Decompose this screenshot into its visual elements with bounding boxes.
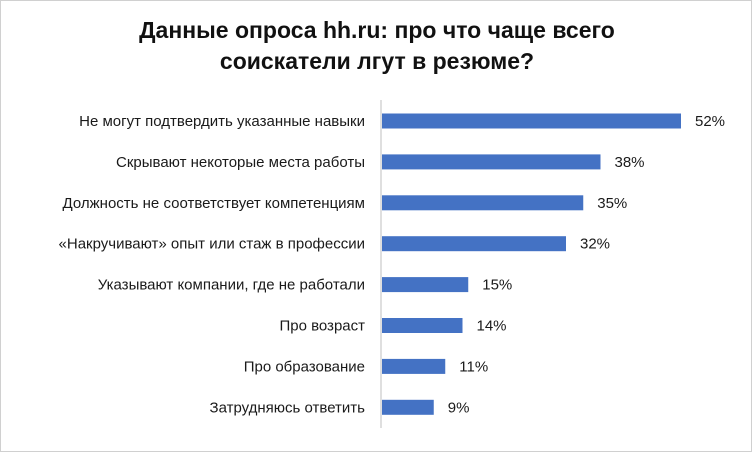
category-label: Про возраст	[279, 318, 365, 335]
bar	[382, 195, 584, 211]
bar-row: Про возраст 14%	[279, 318, 506, 335]
bar	[382, 154, 601, 170]
bar-row: Про образование 11%	[244, 358, 488, 375]
category-label: Про образование	[244, 358, 365, 375]
bar-row: Затрудняюсь ответить 9%	[210, 399, 470, 416]
value-label: 15%	[482, 277, 512, 294]
bar-row: «Накручивают» опыт или стаж в профессии 3…	[59, 236, 611, 253]
category-label: Указывают компании, где не работали	[98, 277, 365, 294]
chart-title-line-1: Данные опроса hh.ru: про что чаще всего	[139, 17, 615, 43]
value-label: 38%	[615, 154, 645, 171]
bar	[382, 236, 566, 252]
value-label: 32%	[580, 236, 610, 253]
category-label: Должность не соответствует компетенциям	[63, 195, 365, 212]
value-label: 35%	[597, 195, 627, 212]
value-label: 52%	[695, 113, 725, 130]
value-label: 11%	[459, 358, 488, 375]
category-label: Скрывают некоторые места работы	[116, 154, 365, 171]
value-label: 14%	[477, 318, 507, 335]
value-label: 9%	[448, 399, 470, 416]
bar-row: Скрывают некоторые места работы 38%	[116, 154, 645, 171]
category-label: Затрудняюсь ответить	[210, 399, 366, 416]
bar	[382, 318, 463, 333]
chart-title-line-2: соискатели лгут в резюме?	[219, 48, 535, 74]
bar-row: Не могут подтвердить указанные навыки 52%	[79, 113, 725, 130]
bar-row: Должность не соответствует компетенциям 3…	[63, 195, 628, 212]
bar-row: Указывают компании, где не работали 15%	[98, 277, 513, 294]
category-label: Не могут подтвердить указанные навыки	[79, 113, 365, 130]
category-label: «Накручивают» опыт или стаж в профессии	[59, 236, 365, 253]
chart-title: Данные опроса hh.ru: про что чаще всего …	[1, 15, 752, 77]
bar	[382, 399, 434, 415]
bar	[382, 358, 446, 374]
bar	[382, 277, 469, 293]
bar	[382, 113, 681, 129]
